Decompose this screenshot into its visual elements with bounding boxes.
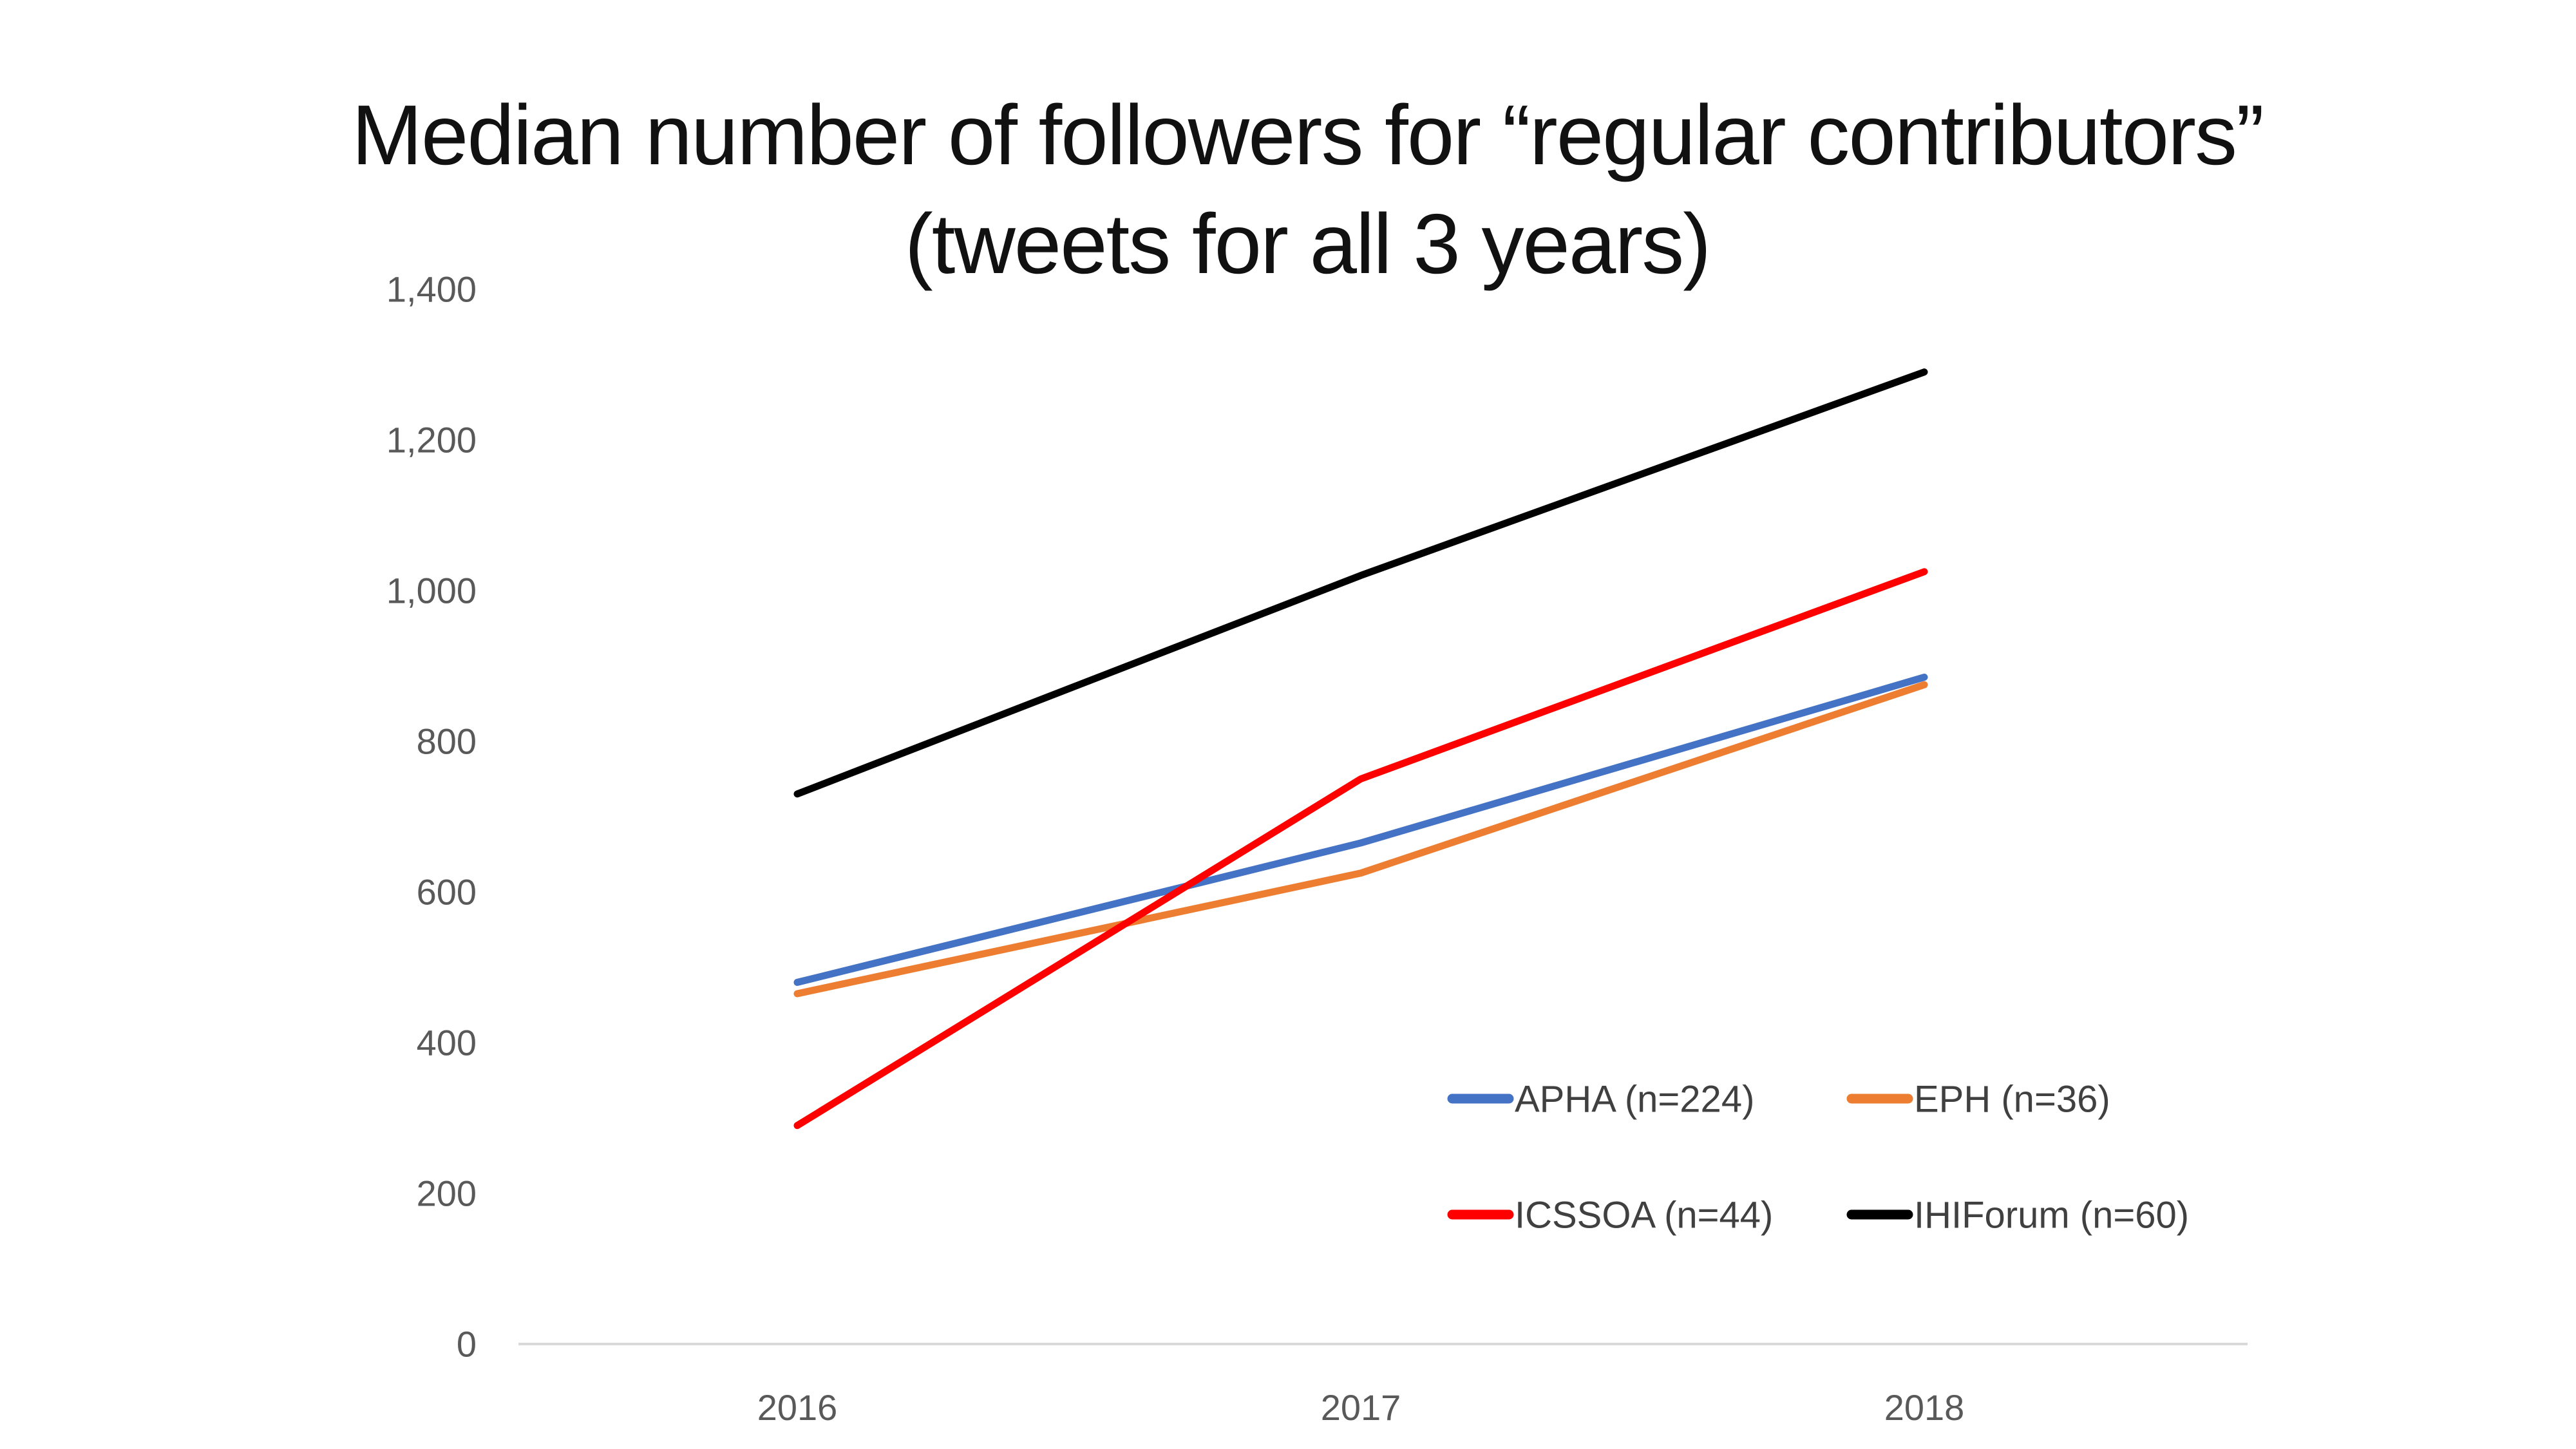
y-tick-label-1400: 1,400 — [386, 269, 477, 310]
series-line-apha — [793, 674, 1928, 986]
chart-title-line-1: Median number of followers for “regular … — [352, 88, 2264, 183]
y-tick-label-1200: 1,200 — [386, 420, 477, 460]
legend-label-ihiforum: IHIForum (n=60) — [1914, 1194, 2189, 1236]
x-tick-label-2017: 2017 — [1321, 1387, 1401, 1428]
legend-label-eph: EPH (n=36) — [1914, 1078, 2110, 1120]
legend-label-apha: APHA (n=224) — [1515, 1078, 1754, 1120]
y-tick-label-400: 400 — [417, 1023, 477, 1063]
y-tick-label-800: 800 — [417, 721, 477, 762]
y-tick-label-1000: 1,000 — [386, 571, 477, 611]
chart-title: Median number of followers for “regular … — [39, 81, 2576, 299]
chart-title-line-2: (tweets for all 3 years) — [904, 196, 1711, 292]
x-tick-label-2016: 2016 — [757, 1387, 838, 1428]
y-tick-label-200: 200 — [417, 1173, 477, 1214]
legend-label-icssoa: ICSSOA (n=44) — [1515, 1194, 1773, 1236]
x-tick-label-2018: 2018 — [1884, 1387, 1965, 1428]
series-line-eph — [793, 681, 1928, 998]
series-line-icssoa — [793, 568, 1928, 1130]
series-line-ihiforum — [793, 368, 1928, 798]
y-tick-label-0: 0 — [457, 1324, 477, 1365]
y-tick-label-600: 600 — [417, 872, 477, 913]
